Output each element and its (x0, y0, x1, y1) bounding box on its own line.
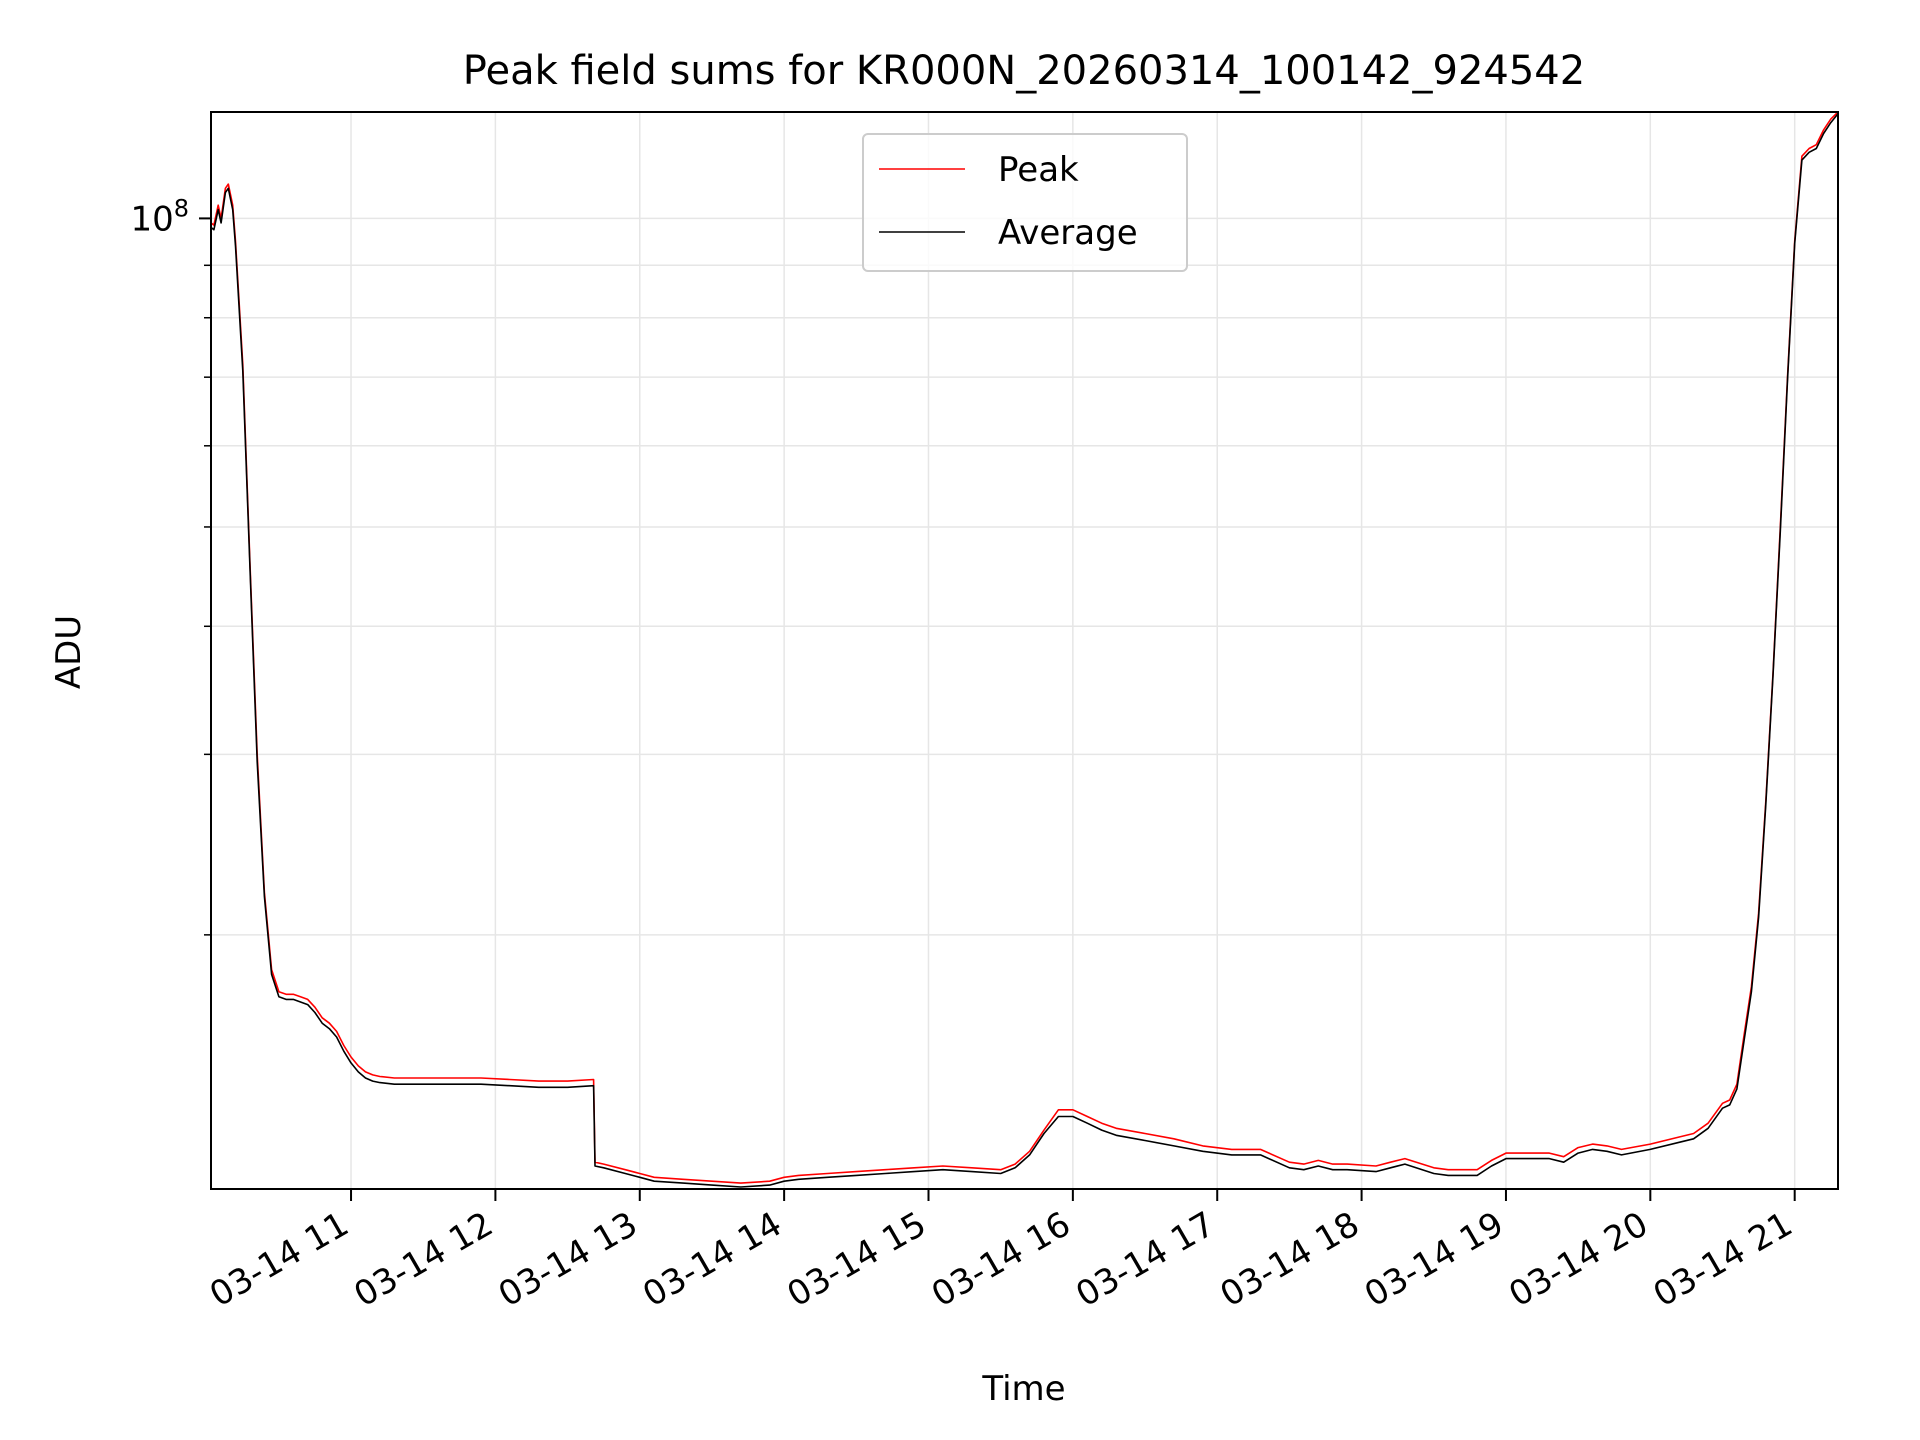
chart-title: Peak field sums for KR000N_20260314_1001… (463, 48, 1585, 94)
y-axis: 108 (130, 194, 211, 936)
y-axis-label: ADU (49, 615, 89, 689)
legend-average-label: Average (998, 213, 1138, 253)
legend-peak-label: Peak (998, 150, 1079, 190)
series-layer (210, 111, 1839, 1188)
y-tick-label: 108 (130, 194, 189, 239)
plot-frame (210, 111, 1839, 1190)
series-average-line (210, 113, 1839, 1188)
series-peak-line (210, 111, 1839, 1184)
grid (211, 112, 1838, 1189)
legend: Peak Average (862, 133, 1188, 272)
x-axis-label: Time (981, 1369, 1065, 1409)
